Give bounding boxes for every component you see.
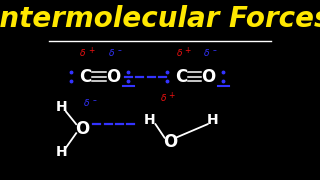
Text: δ: δ <box>108 49 114 58</box>
Text: –: – <box>117 46 121 55</box>
Text: O: O <box>75 120 89 138</box>
Text: H: H <box>144 113 156 127</box>
Text: δ: δ <box>80 49 86 58</box>
Text: O: O <box>163 133 177 151</box>
Text: H: H <box>56 100 67 114</box>
Text: –: – <box>212 46 216 55</box>
Text: C: C <box>79 68 92 86</box>
Text: O: O <box>107 68 121 86</box>
Text: δ: δ <box>204 49 209 58</box>
Text: δ: δ <box>177 49 182 58</box>
Text: O: O <box>202 68 216 86</box>
Text: H: H <box>206 113 218 127</box>
Text: H: H <box>56 145 67 159</box>
Text: δ: δ <box>161 94 166 103</box>
Text: +: + <box>184 46 190 55</box>
Text: C: C <box>175 68 188 86</box>
Text: Intermolecular Forces: Intermolecular Forces <box>0 5 320 33</box>
Text: –: – <box>92 96 96 105</box>
Text: +: + <box>88 46 94 55</box>
Text: +: + <box>168 91 174 100</box>
Text: δ: δ <box>84 99 89 108</box>
